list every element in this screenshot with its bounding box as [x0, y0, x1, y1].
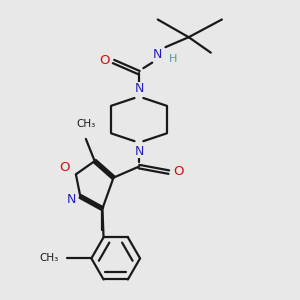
Text: CH₃: CH₃ — [76, 119, 95, 129]
Text: N: N — [134, 82, 144, 94]
Text: O: O — [173, 164, 184, 178]
Text: N: N — [67, 193, 76, 206]
Text: H: H — [169, 54, 177, 64]
Text: N: N — [134, 145, 144, 158]
Text: O: O — [60, 161, 70, 174]
Text: O: O — [99, 54, 110, 67]
Text: CH₃: CH₃ — [39, 254, 58, 263]
Text: N: N — [153, 48, 162, 62]
